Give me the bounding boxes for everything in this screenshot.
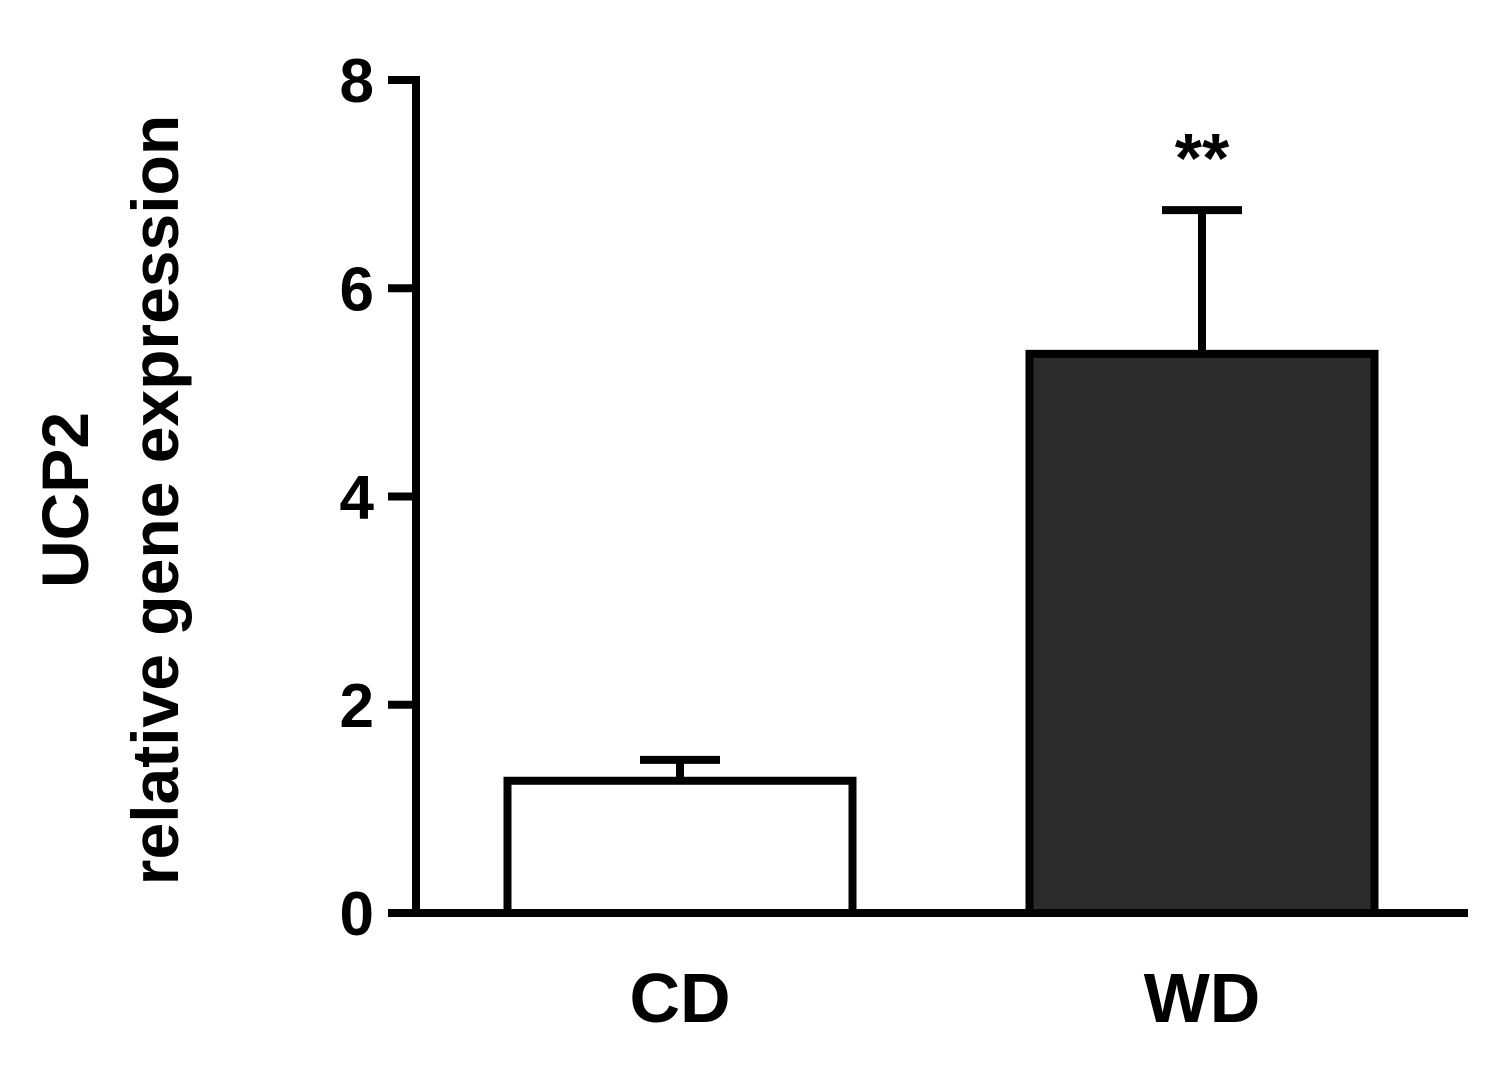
x-tick-label-wd: WD: [1144, 959, 1261, 1037]
y-axis-label-line-2: relative gene expression: [118, 115, 192, 885]
y-axis-label-line-1: UCP2: [28, 412, 102, 588]
y-tick-label-0: 0: [340, 880, 374, 949]
y-tick-label-8: 8: [340, 47, 374, 116]
y-tick-label-4: 4: [340, 464, 375, 533]
bar-cd: [503, 776, 857, 917]
bar-wd: [1025, 349, 1379, 917]
labels-group: CD WD ** 0 2 4 6 8: [340, 47, 1261, 1037]
bars-group: [503, 206, 1379, 917]
y-tick-label-6: 6: [340, 255, 374, 324]
y-tick-label-2: 2: [340, 672, 374, 741]
x-tick-label-cd: CD: [629, 959, 730, 1037]
y-axis-label: UCP2 relative gene expression: [28, 115, 192, 885]
significance-annotation-wd: **: [1175, 119, 1230, 197]
axes-group: [388, 76, 1468, 917]
